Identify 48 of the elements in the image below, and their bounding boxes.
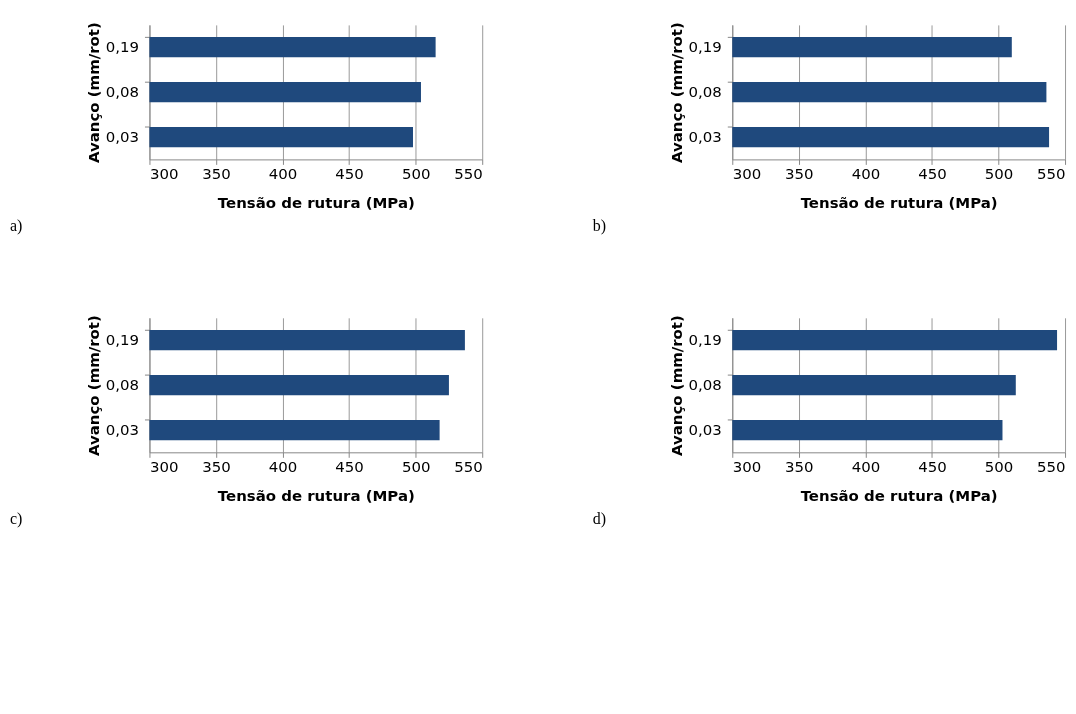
x-tick-label: 450 — [918, 457, 947, 476]
x-tick-label: 400 — [268, 164, 298, 183]
x-tick-label: 300 — [732, 457, 762, 476]
text: b) — [592, 217, 607, 236]
y-tick-label: 0,08 — [105, 376, 139, 395]
y-tick-label: 0,03 — [688, 128, 722, 147]
x-tick-label: 450 — [335, 457, 364, 476]
y-axis-title: Avanço (mm/rot) — [84, 315, 103, 456]
x-tick-label: 450 — [335, 164, 364, 183]
x-axis-title: Tensão de rutura (MPa) — [800, 486, 998, 505]
text: a) — [9, 217, 23, 236]
x-axis-title: Tensão de rutura (MPa) — [800, 193, 998, 212]
y-tick-label: 0,19 — [105, 331, 139, 350]
x-tick-label: 550 — [1037, 457, 1066, 476]
x-tick-label: 400 — [268, 457, 298, 476]
x-tick-label: 450 — [918, 164, 947, 183]
x-tick-label: 400 — [851, 164, 881, 183]
y-axis-title: Avanço (mm/rot) — [667, 22, 686, 164]
text: d) — [592, 510, 607, 529]
y-tick-label: 0,19 — [688, 38, 722, 57]
x-tick-label: 300 — [149, 164, 179, 183]
y-tick-label: 0,19 — [105, 38, 139, 57]
x-tick-label: 500 — [984, 457, 1014, 476]
x-tick-label: 350 — [202, 164, 231, 183]
x-tick-label: 300 — [149, 457, 179, 476]
y-tick-label: 0,03 — [105, 128, 139, 147]
y-tick-label: 0,03 — [688, 421, 722, 440]
y-tick-label: 0,08 — [688, 376, 722, 395]
y-axis-title: Avanço (mm/rot) — [667, 315, 686, 456]
x-tick-label: 550 — [454, 164, 483, 183]
x-tick-label: 400 — [851, 457, 881, 476]
y-tick-label: 0,19 — [688, 331, 722, 350]
x-tick-label: 350 — [202, 457, 231, 476]
y-tick-label: 0,03 — [105, 421, 139, 440]
y-axis-title: Avanço (mm/rot) — [84, 22, 103, 164]
x-tick-label: 550 — [1037, 164, 1066, 183]
x-tick-label: 350 — [785, 457, 814, 476]
x-tick-label: 500 — [401, 457, 431, 476]
x-axis-title: Tensão de rutura (MPa) — [217, 486, 415, 505]
x-axis-title: Tensão de rutura (MPa) — [217, 193, 415, 212]
text: c) — [9, 510, 23, 529]
x-tick-label: 500 — [984, 164, 1014, 183]
x-tick-label: 550 — [454, 457, 483, 476]
x-tick-label: 350 — [785, 164, 814, 183]
x-tick-label: 500 — [401, 164, 431, 183]
y-tick-label: 0,08 — [105, 83, 139, 102]
y-tick-label: 0,08 — [688, 83, 722, 102]
x-tick-label: 300 — [732, 164, 762, 183]
